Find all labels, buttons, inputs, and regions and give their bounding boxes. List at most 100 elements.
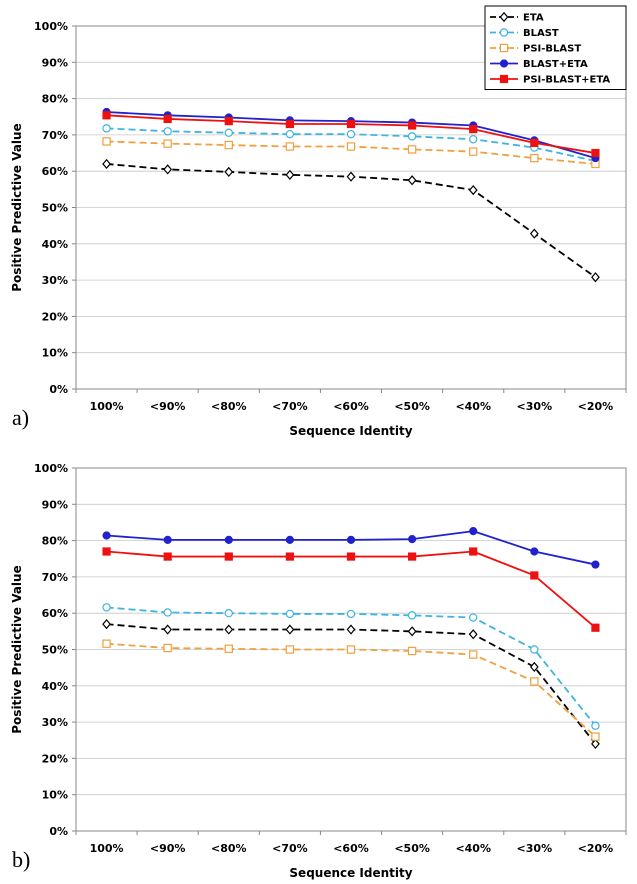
y-tick-label: 50% <box>42 644 68 657</box>
y-tick-label: 90% <box>42 498 68 511</box>
y-tick-label: 0% <box>49 383 68 396</box>
y-tick-label: 0% <box>49 825 68 838</box>
y-tick-label: 30% <box>42 274 68 287</box>
data-point-psi-blast <box>285 645 295 654</box>
chart-b-series-blast-eta <box>102 527 600 569</box>
data-point-blast <box>285 609 295 619</box>
data-point-blast <box>102 603 111 612</box>
data-point-eta <box>529 228 539 239</box>
data-point-eta <box>529 661 539 673</box>
data-point-blast-eta <box>591 560 600 569</box>
x-tick-label: <40% <box>455 400 491 413</box>
y-tick-label: 30% <box>42 716 68 729</box>
data-point-blast-eta <box>102 531 111 540</box>
x-tick-label: <60% <box>333 842 369 855</box>
data-point-psi-blast-eta <box>469 547 478 556</box>
data-point-eta <box>285 169 295 180</box>
data-point-psi-blast-eta <box>530 571 539 580</box>
data-point-psi-blast <box>102 639 111 648</box>
series-line-psi-blast <box>106 642 597 738</box>
chart-b-panel-label: b) <box>12 847 30 872</box>
x-tick-label: <20% <box>578 842 614 855</box>
data-point-blast-eta <box>285 535 294 544</box>
x-tick-label: <70% <box>272 400 308 413</box>
chart-a-series-eta <box>102 158 600 283</box>
data-point-psi-blast <box>407 646 417 656</box>
x-tick-label: <70% <box>272 842 308 855</box>
x-tick-label: <40% <box>455 842 491 855</box>
y-tick-label: 60% <box>42 607 68 620</box>
y-tick-label: 70% <box>42 129 68 142</box>
data-point-eta <box>346 624 356 635</box>
data-point-psi-blast-eta <box>408 552 417 561</box>
chart-a-legend: ETA BLAST PSI-BLAST BLAST+ETA PSI-BLAST+ETA <box>484 5 627 90</box>
y-tick-label: 60% <box>42 165 68 178</box>
data-point-psi-blast-eta <box>285 119 294 129</box>
data-point-eta <box>407 626 417 637</box>
y-tick-label: 100% <box>34 462 68 475</box>
data-point-blast <box>469 135 478 144</box>
data-point-psi-blast <box>530 153 539 163</box>
y-tick-label: 20% <box>42 752 68 765</box>
chart-a-y-axis-title: Positive Predictive Value <box>10 123 24 291</box>
y-tick-label: 80% <box>42 93 68 106</box>
data-point-psi-blast <box>469 650 478 659</box>
data-point-psi-blast <box>530 677 539 686</box>
data-point-eta <box>407 175 417 186</box>
series-line-eta <box>106 623 597 745</box>
data-point-blast <box>346 129 356 139</box>
x-tick-label: <50% <box>394 842 430 855</box>
legend-marker <box>499 11 509 23</box>
data-point-psi-blast <box>591 732 600 741</box>
data-point-psi-blast <box>224 644 233 653</box>
y-tick-label: 80% <box>42 535 68 548</box>
x-tick-label: <30% <box>517 400 553 413</box>
data-point-blast <box>285 129 295 139</box>
data-point-blast <box>407 611 417 620</box>
data-point-blast <box>224 608 233 618</box>
data-point-psi-blast <box>163 139 172 148</box>
data-point-psi-blast <box>102 137 111 146</box>
data-point-eta <box>468 629 478 640</box>
chart-b-series-blast <box>102 603 600 730</box>
data-point-psi-blast <box>346 645 356 654</box>
x-tick-label: <90% <box>150 400 186 413</box>
data-point-blast-eta <box>469 527 478 536</box>
x-tick-label: <20% <box>578 400 614 413</box>
chart-b-y-axis-title: Positive Predictive Value <box>10 565 24 733</box>
x-tick-label: <80% <box>211 400 247 413</box>
data-point-psi-blast-eta <box>224 117 233 126</box>
chart-b-x-axis-title: Sequence Identity <box>289 866 412 880</box>
data-point-psi-blast-eta <box>163 114 172 124</box>
chart-a-series-psi-blast <box>102 137 600 169</box>
x-tick-label: <30% <box>517 842 553 855</box>
data-point-eta <box>102 618 111 630</box>
x-tick-label: 100% <box>90 400 124 413</box>
chart-b-plot-area <box>75 467 627 832</box>
data-point-psi-blast-eta <box>285 552 294 561</box>
data-point-psi-blast <box>224 140 233 150</box>
data-point-psi-blast-eta <box>408 121 417 130</box>
data-point-blast-eta <box>224 535 233 544</box>
x-tick-label: <90% <box>150 842 186 855</box>
data-point-psi-blast <box>407 145 417 154</box>
data-point-psi-blast-eta <box>102 111 111 120</box>
chart-a-series-psi-blast-eta <box>102 111 600 158</box>
data-point-psi-blast-eta <box>530 138 539 147</box>
y-tick-label: 20% <box>42 310 68 323</box>
data-point-blast <box>346 609 356 619</box>
x-tick-label: <50% <box>394 400 430 413</box>
data-point-psi-blast-eta <box>591 623 600 632</box>
data-point-eta <box>591 738 600 750</box>
chart-a-x-axis-title: Sequence Identity <box>289 424 412 438</box>
data-point-eta <box>468 184 478 196</box>
legend-marker <box>499 59 509 68</box>
y-tick-label: 10% <box>42 347 68 360</box>
data-point-psi-blast-eta <box>224 552 233 561</box>
y-tick-label: 90% <box>42 56 68 69</box>
data-point-eta <box>224 166 234 178</box>
chart-panel-a: 0% 10% 20% 30% 40% 50% 60% 70% 80% 90% 100% 100% <90… <box>10 5 627 438</box>
legend-label-psi-blast-eta: PSI-BLAST+ETA <box>523 75 610 86</box>
data-point-psi-blast-eta <box>346 552 356 561</box>
data-point-psi-blast-eta <box>346 119 356 129</box>
